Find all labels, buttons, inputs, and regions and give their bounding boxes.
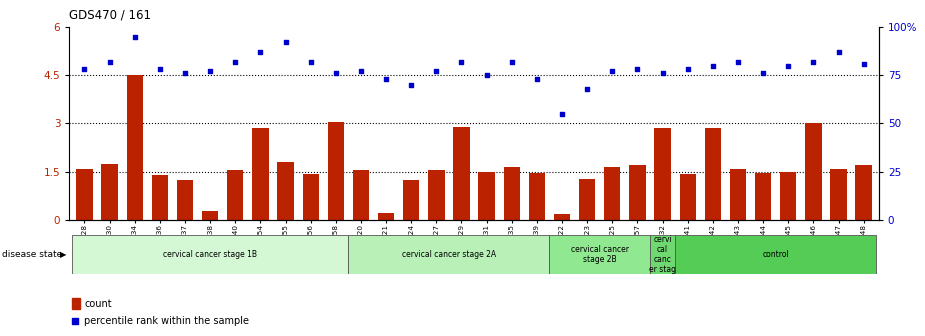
Point xyxy=(655,71,670,76)
Bar xyxy=(278,162,294,220)
Point xyxy=(756,71,771,76)
Text: disease state: disease state xyxy=(2,250,62,259)
Bar xyxy=(72,298,80,309)
Point xyxy=(857,61,871,66)
Point xyxy=(102,59,117,65)
Bar xyxy=(705,128,721,220)
Bar xyxy=(478,172,495,220)
Bar xyxy=(604,167,621,220)
Point xyxy=(203,69,217,74)
Bar xyxy=(780,172,796,220)
Point xyxy=(353,69,368,74)
Point xyxy=(806,59,820,65)
Text: control: control xyxy=(762,250,789,259)
Point xyxy=(529,76,544,82)
Point xyxy=(278,40,293,45)
Point xyxy=(832,49,846,55)
Bar xyxy=(680,174,696,220)
Point xyxy=(680,67,695,72)
Bar xyxy=(177,180,193,220)
Text: cervical cancer stage 1B: cervical cancer stage 1B xyxy=(163,250,257,259)
Bar xyxy=(72,235,349,274)
Bar xyxy=(403,180,419,220)
Bar xyxy=(253,128,268,220)
Bar xyxy=(453,127,470,220)
Bar xyxy=(755,173,771,220)
Text: cervical cancer stage 2A: cervical cancer stage 2A xyxy=(401,250,496,259)
Point xyxy=(178,71,192,76)
Point xyxy=(454,59,469,65)
Point xyxy=(153,67,167,72)
Text: count: count xyxy=(84,299,112,308)
Bar xyxy=(76,169,93,220)
Bar xyxy=(352,170,369,220)
Point xyxy=(429,69,444,74)
Point xyxy=(228,59,242,65)
Bar xyxy=(549,235,650,274)
Text: GDS470 / 161: GDS470 / 161 xyxy=(69,8,152,22)
Bar xyxy=(529,173,545,220)
Point xyxy=(580,86,595,91)
Bar xyxy=(856,165,872,220)
Point xyxy=(378,76,393,82)
Bar xyxy=(654,128,671,220)
Bar xyxy=(675,235,876,274)
Point xyxy=(253,49,268,55)
Bar xyxy=(831,169,846,220)
Bar xyxy=(554,214,570,220)
Bar xyxy=(302,174,319,220)
Bar xyxy=(806,124,821,220)
Point xyxy=(605,69,620,74)
Bar xyxy=(503,167,520,220)
Point xyxy=(303,59,318,65)
Bar xyxy=(127,75,142,220)
Bar xyxy=(428,170,445,220)
Bar xyxy=(629,165,646,220)
Point xyxy=(77,67,92,72)
Point xyxy=(731,59,746,65)
Point xyxy=(404,82,419,88)
Point xyxy=(781,63,796,68)
Point xyxy=(479,73,494,78)
Point xyxy=(128,34,142,39)
Bar xyxy=(650,235,675,274)
Bar xyxy=(579,179,596,220)
Bar xyxy=(202,211,218,220)
Point xyxy=(706,63,721,68)
Point xyxy=(68,319,83,324)
Point xyxy=(504,59,519,65)
Text: cervi
cal
canc
er stag: cervi cal canc er stag xyxy=(649,236,676,274)
Bar xyxy=(228,170,243,220)
Bar xyxy=(102,164,117,220)
Bar xyxy=(349,235,549,274)
Point xyxy=(328,71,343,76)
Text: cervical cancer
stage 2B: cervical cancer stage 2B xyxy=(571,245,629,264)
Bar xyxy=(152,175,168,220)
Text: ▶: ▶ xyxy=(60,250,67,259)
Text: percentile rank within the sample: percentile rank within the sample xyxy=(84,317,249,326)
Point xyxy=(555,111,570,117)
Bar xyxy=(378,213,394,220)
Bar xyxy=(730,169,746,220)
Bar xyxy=(327,122,344,220)
Point xyxy=(630,67,645,72)
